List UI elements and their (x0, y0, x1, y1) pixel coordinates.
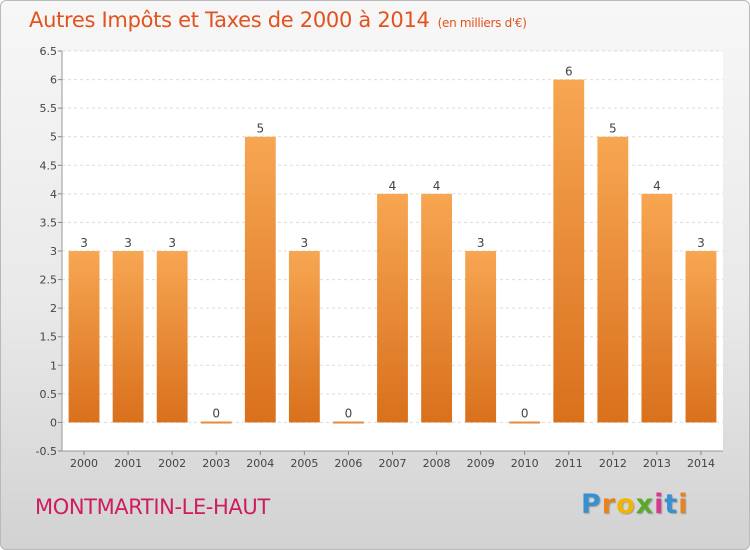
y-tick-label: 4 (50, 188, 57, 201)
bar-value-label: 0 (345, 406, 353, 420)
bar (685, 251, 717, 423)
bar (597, 136, 629, 423)
bar (244, 136, 276, 423)
bar (553, 79, 585, 423)
bar-value-label: 3 (697, 236, 705, 250)
bar-value-label: 3 (477, 236, 485, 250)
x-tick-label: 2011 (555, 457, 583, 470)
y-tick-label: 4.5 (40, 159, 58, 172)
bar-value-label: 4 (653, 179, 661, 193)
x-tick-label: 2000 (70, 457, 98, 470)
bar-value-label: 0 (212, 406, 220, 420)
x-tick-label: 2008 (423, 457, 451, 470)
bar-value-label: 3 (124, 236, 132, 250)
bar (509, 421, 541, 424)
y-tick-label: 0 (50, 416, 57, 429)
logo-letter: P (581, 489, 602, 520)
bar (68, 251, 100, 423)
y-tick-label: 6.5 (40, 45, 58, 58)
bar (200, 421, 232, 424)
x-tick-label: 2005 (290, 457, 318, 470)
logo-letter: i (654, 489, 665, 520)
bar (288, 251, 320, 423)
bar-value-label: 5 (609, 122, 617, 136)
chart-title: Autres Impôts et Taxes de 2000 à 2014 (en… (29, 8, 527, 32)
logo-letter: i (678, 489, 689, 520)
proxiti-logo: Proxiti (581, 489, 689, 520)
x-tick-label: 2002 (158, 457, 186, 470)
y-tick-label: 5 (50, 131, 57, 144)
bar (112, 251, 144, 423)
bar-value-label: 3 (168, 236, 176, 250)
bar-value-label: 0 (521, 406, 529, 420)
logo-letter: o (616, 489, 636, 520)
bar-value-label: 4 (389, 179, 397, 193)
x-tick-label: 2004 (246, 457, 274, 470)
y-tick-label: 3.5 (40, 216, 58, 229)
bar-value-label: 5 (256, 122, 264, 136)
bar (333, 421, 364, 424)
logo-letter: r (601, 489, 617, 520)
x-tick-label: 2001 (114, 457, 142, 470)
chart-title-text: Autres Impôts et Taxes de 2000 à 2014 (29, 8, 430, 32)
y-tick-label: 1 (50, 359, 57, 372)
bar (465, 251, 497, 423)
bar-value-label: 3 (301, 236, 309, 250)
x-tick-label: 2007 (379, 457, 407, 470)
bar-value-label: 4 (433, 179, 441, 193)
chart-unit: (en milliers d'€) (437, 16, 527, 30)
y-tick-label: -0.5 (36, 445, 57, 458)
bar (156, 251, 188, 423)
bar (377, 193, 408, 423)
x-tick-label: 2006 (334, 457, 362, 470)
x-tick-label: 2003 (202, 457, 230, 470)
x-tick-label: 2010 (511, 457, 539, 470)
x-tick-label: 2014 (687, 457, 715, 470)
bar (641, 193, 673, 423)
bar-value-label: 3 (80, 236, 88, 250)
y-tick-label: 0.5 (40, 388, 58, 401)
x-tick-label: 2013 (643, 457, 671, 470)
y-tick-label: 2.5 (40, 274, 58, 287)
x-tick-label: 2012 (599, 457, 627, 470)
logo-letter: x (635, 489, 655, 520)
x-tick-label: 2009 (467, 457, 495, 470)
y-tick-label: 6 (50, 74, 57, 87)
y-tick-label: 1.5 (40, 331, 58, 344)
logo-letter: t (664, 489, 679, 520)
y-tick-label: 5.5 (40, 102, 58, 115)
y-tick-label: 2 (50, 302, 57, 315)
bar (421, 193, 452, 423)
y-tick-label: 3 (50, 245, 57, 258)
bar-value-label: 6 (565, 65, 573, 79)
commune-name: MONTMARTIN-LE-HAUT (35, 495, 270, 519)
